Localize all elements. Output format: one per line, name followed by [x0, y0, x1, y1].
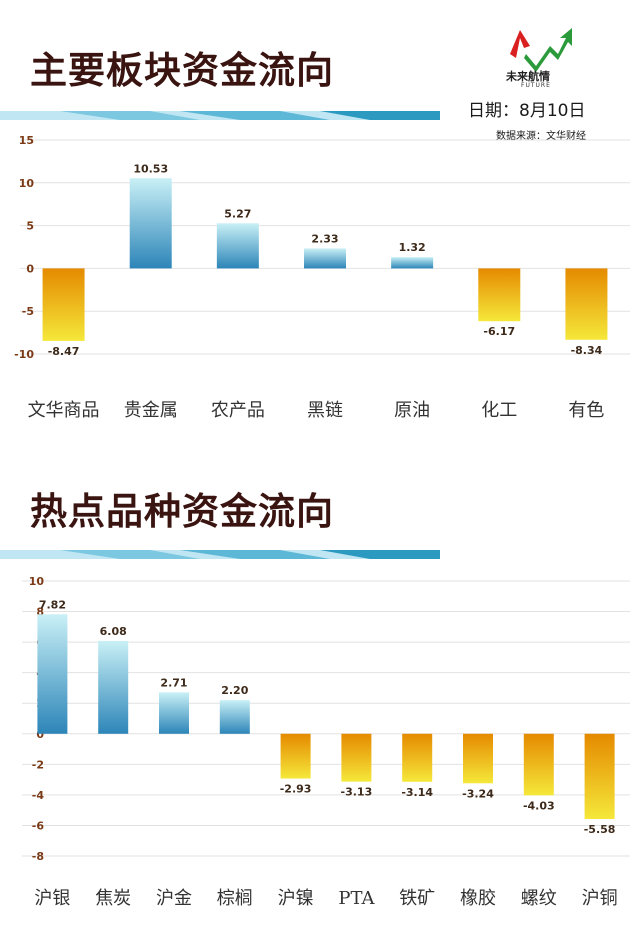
source-label: 数据来源：文华财经 — [496, 131, 586, 142]
value-label: 2.33 — [311, 232, 338, 245]
y-tick-label: -6 — [32, 819, 45, 832]
category-label: 螺纹 — [521, 888, 557, 909]
category-label: 焦炭 — [95, 888, 131, 909]
bar — [98, 640, 129, 734]
category-label: 农产品 — [211, 400, 265, 421]
bar — [304, 248, 346, 269]
y-tick-label: 0 — [26, 262, 34, 275]
date-label: 日期：8月10日 — [468, 101, 586, 121]
category-label: 有色 — [568, 400, 604, 421]
bar — [463, 733, 493, 784]
y-tick-label: 15 — [19, 134, 34, 147]
y-tick-label: -4 — [32, 789, 45, 802]
bar — [478, 268, 521, 322]
category-label: 沪镍 — [278, 888, 314, 909]
y-tick-label: 0 — [36, 728, 44, 741]
bar — [129, 178, 172, 269]
chart1-title: 主要板块资金流向 — [30, 49, 334, 92]
value-label: 2.71 — [160, 676, 187, 689]
value-label: 5.27 — [224, 207, 251, 220]
bar — [523, 733, 554, 796]
y-tick-label: -2 — [32, 758, 44, 771]
value-label: -3.14 — [401, 786, 433, 799]
title2-underline — [0, 550, 440, 559]
logo-subtext: FUTURE — [521, 82, 551, 89]
y-tick-label: 8 — [36, 606, 44, 619]
category-label: 文华商品 — [28, 400, 100, 421]
title1-underline — [0, 111, 440, 120]
value-label: -5.58 — [584, 823, 616, 836]
value-label: 10.53 — [133, 162, 168, 175]
value-label: -6.17 — [483, 325, 515, 338]
bar — [391, 257, 434, 269]
value-label: -8.47 — [48, 345, 80, 358]
category-label: 沪金 — [156, 888, 192, 909]
y-tick-label: 10 — [19, 177, 35, 190]
value-label: 7.82 — [39, 598, 66, 611]
bar — [341, 733, 372, 782]
y-tick-label: -5 — [22, 305, 34, 318]
category-label: 原油 — [394, 400, 430, 421]
bar — [216, 223, 259, 269]
category-label: 贵金属 — [124, 400, 178, 421]
value-label: 2.20 — [221, 684, 248, 697]
bar — [280, 733, 311, 779]
category-label: 化工 — [481, 400, 517, 421]
logo-icon — [510, 28, 572, 72]
value-label: -8.34 — [571, 344, 603, 357]
category-label: PTA — [338, 888, 375, 909]
category-label: 棕榈 — [217, 888, 253, 909]
commodity-flow-chart: 1086420-2-4-6-87.82沪银6.08焦炭2.71沪金2.20棕榈-… — [22, 575, 630, 909]
value-label: -4.03 — [523, 799, 555, 812]
bar — [402, 733, 433, 782]
category-label: 黑链 — [307, 400, 343, 421]
bar — [42, 268, 85, 341]
value-label: 1.32 — [399, 241, 426, 254]
y-tick-label: -10 — [14, 348, 34, 361]
category-label: 铁矿 — [399, 888, 435, 909]
category-label: 沪银 — [34, 888, 70, 909]
bar — [37, 614, 68, 734]
y-tick-label: -8 — [32, 850, 44, 863]
value-label: -3.24 — [462, 787, 494, 800]
value-label: -3.13 — [341, 786, 373, 799]
bar — [159, 692, 189, 734]
y-tick-label: 10 — [29, 575, 45, 588]
value-label: 6.08 — [100, 625, 127, 638]
value-label: -2.93 — [280, 783, 312, 796]
category-label: 橡胶 — [460, 888, 496, 909]
chart2-title: 热点品种资金流向 — [30, 490, 334, 533]
y-tick-label: 5 — [26, 220, 34, 233]
sector-flow-chart: 15 10 5 0 -5 -10 -8.47 文华商品 10.53 贵金属 5.27 农产品 2.33 黑… — [14, 134, 630, 421]
bar — [565, 268, 608, 340]
logo-text: 未来航情 — [506, 70, 550, 83]
bar — [219, 700, 250, 734]
bar — [584, 733, 615, 820]
category-label: 沪铜 — [582, 888, 618, 909]
